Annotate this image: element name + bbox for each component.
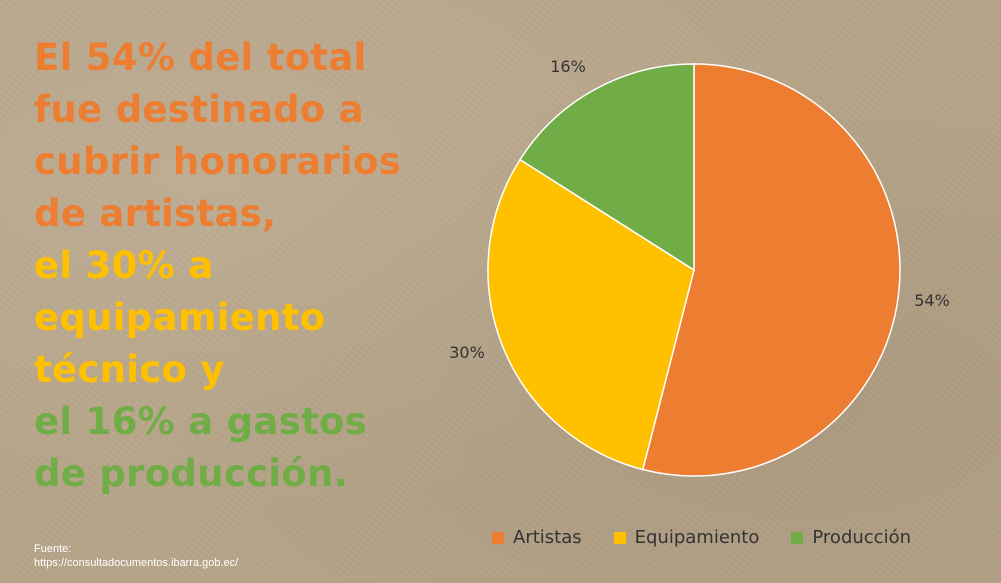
slice-data-label: 16% (550, 57, 586, 76)
source-label: Fuente: (34, 543, 72, 555)
headline-line: de artistas, (34, 192, 277, 235)
legend-label: Artistas (513, 527, 582, 548)
pie-slice-produccion (519, 63, 695, 272)
headline-line: fue destinado a (34, 88, 364, 131)
pie-slice-artistas (641, 63, 901, 477)
source-url: https://consultadocumentos.ibarra.gob.ec… (34, 557, 239, 569)
legend-swatch (613, 531, 626, 544)
headline-line: técnico y (34, 348, 225, 391)
legend-item-artistas: Artistas (492, 527, 582, 548)
legend-item-produccion: Producción (791, 527, 911, 548)
headline: El 54% del total fue destinado a cubrir … (34, 32, 474, 500)
slice-data-label: 30% (449, 343, 485, 362)
legend-swatch (791, 531, 804, 544)
legend-label: Equipamiento (634, 527, 760, 548)
headline-line: cubrir honorarios (34, 140, 402, 183)
headline-line: el 30% a (34, 244, 214, 287)
slice-data-label: 54% (914, 291, 950, 310)
headline-line: de producción. (34, 452, 349, 495)
legend-swatch (492, 531, 504, 544)
legend-label: Producción (812, 527, 911, 548)
pie-slice-equipamiento (487, 158, 695, 471)
chart-legend: Artistas Equipamiento Producción (492, 527, 911, 548)
headline-line: equipamiento (34, 296, 326, 339)
headline-line: el 16% a gastos (34, 400, 368, 443)
headline-line: El 54% del total (34, 36, 367, 79)
source-note: Fuente: https://consultadocumentos.ibarr… (34, 542, 238, 570)
legend-item-equipamiento: Equipamiento (613, 527, 760, 548)
